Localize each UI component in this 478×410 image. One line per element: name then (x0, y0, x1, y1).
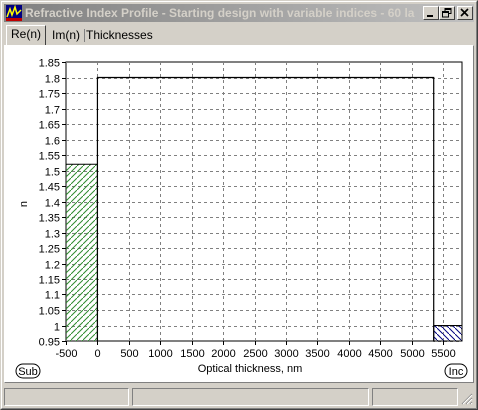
restore-button[interactable] (439, 6, 455, 20)
x-tick-label: 5000 (400, 348, 424, 360)
tab-thicknesses[interactable]: Thicknesses (86, 28, 153, 42)
y-tick-label: 1.35 (39, 213, 60, 225)
x-tick-label: 5500 (431, 348, 455, 360)
incident-button[interactable]: Inc (444, 363, 468, 379)
status-panel-1 (4, 388, 129, 406)
y-tick-label: 1.2 (45, 260, 60, 272)
app-icon (6, 5, 22, 21)
status-panel-2 (132, 388, 369, 406)
incident-region (433, 325, 463, 342)
y-tick-label: 1 (54, 322, 60, 334)
substrate-label: Sub (18, 366, 38, 378)
status-panel-3 (372, 388, 458, 406)
window-title: Refractive Index Profile - Starting desi… (25, 6, 415, 20)
x-axis-label: Optical thickness, nm (198, 363, 303, 375)
close-icon (460, 8, 469, 17)
chart-panel: -500 0 500 1000 1500 2000 2500 3000 3500 4000 4500… (4, 45, 474, 383)
resize-grip-icon[interactable] (461, 393, 473, 405)
plot-frame (65, 61, 463, 342)
tab-separator (84, 29, 85, 42)
substrate-button[interactable]: Sub (15, 363, 41, 379)
x-tick-label: 3000 (274, 348, 298, 360)
x-tick-label: 500 (120, 348, 138, 360)
y-tick-label: 1.25 (39, 244, 60, 256)
y-tick-label: 1.4 (45, 198, 60, 210)
y-tick-label: 1.1 (45, 290, 60, 302)
y-tick-label: 1.55 (39, 151, 60, 163)
x-tick-label: 3500 (305, 348, 329, 360)
y-tick-label: 1.75 (39, 89, 60, 101)
x-tick-label: 0 (94, 348, 100, 360)
y-tick-label: 1.65 (39, 120, 60, 132)
y-axis-label: n (18, 201, 30, 207)
y-tick-label: 1.3 (45, 229, 60, 241)
y-tick-label: 1.45 (39, 182, 60, 194)
tab-im-n[interactable]: Im(n) (52, 28, 80, 42)
y-tick-label: 1.8 (45, 74, 60, 86)
y-tick-label: 1.7 (45, 105, 60, 117)
tab-re-n[interactable]: Re(n) (6, 25, 46, 45)
tab-bar: Re(n) Im(n) Thicknesses (4, 24, 474, 45)
x-tick-label: 4500 (368, 348, 392, 360)
y-tick-label: 1.15 (39, 275, 60, 287)
y-tick-label: 1.05 (39, 306, 60, 318)
restore-icon (442, 8, 452, 18)
film-profile (96, 76, 435, 341)
y-tick-label: 1.5 (45, 167, 60, 179)
title-bar[interactable]: Refractive Index Profile - Starting desi… (4, 4, 474, 22)
incident-label: Inc (449, 366, 464, 378)
x-tick-label: -500 (55, 348, 77, 360)
y-tick-label: 1.6 (45, 136, 60, 148)
x-tick-label: 1500 (180, 348, 204, 360)
close-button[interactable] (457, 6, 473, 20)
x-tick-label: 1000 (148, 348, 172, 360)
x-tick-label: 2500 (243, 348, 267, 360)
y-tick-label: 0.95 (39, 337, 60, 349)
y-tick-label: 1.85 (39, 58, 60, 70)
status-bar (4, 388, 474, 406)
x-tick-label: 2000 (211, 348, 235, 360)
minimize-button[interactable] (423, 6, 439, 20)
x-tick-label: 4000 (337, 348, 361, 360)
refractive-index-chart: -500 0 500 1000 1500 2000 2500 3000 3500 4000 4500… (15, 58, 468, 379)
substrate-region (66, 164, 98, 341)
minimize-icon (427, 15, 433, 17)
